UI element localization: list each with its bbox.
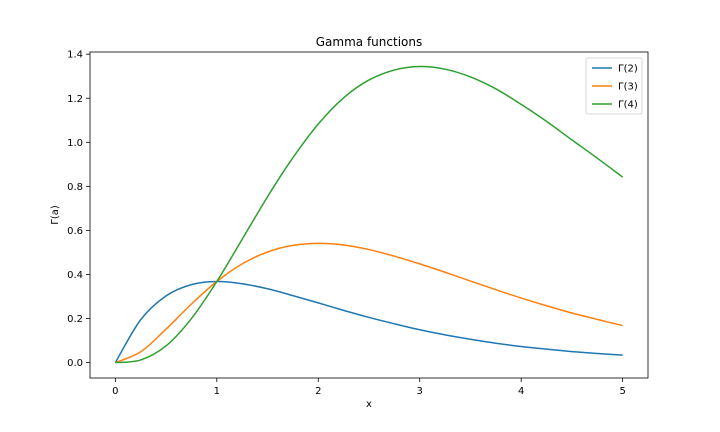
y-tick-label: 0.4 [67, 270, 83, 281]
y-tick-label: 1.2 [67, 94, 83, 105]
x-tick-label: 2 [315, 386, 321, 397]
chart-title: Gamma functions [316, 35, 422, 49]
x-tick-label: 0 [112, 386, 118, 397]
legend-label: Γ(3) [618, 82, 638, 93]
series-layer [114, 65, 624, 364]
y-tick-label: 0.0 [67, 358, 83, 369]
legend-frame [585, 57, 643, 115]
y-tick-label: 0.2 [67, 314, 83, 325]
plot-frame [89, 51, 649, 379]
x-tick-label: 3 [417, 386, 423, 397]
series-line-3 [115, 65, 624, 364]
y-tick-label: 1.4 [67, 50, 83, 61]
y-axis-ticks: 0.0 0.2 0.4 0.6 0.8 1.0 1.2 1.4 [67, 50, 90, 369]
y-tick-label: 0.8 [67, 182, 83, 193]
y-axis-label: Γ(a) [50, 205, 61, 225]
x-axis-label: x [366, 399, 372, 410]
y-tick-label: 1.0 [67, 138, 83, 149]
x-tick-label: 4 [518, 386, 524, 397]
y-tick-label: 0.6 [67, 226, 83, 237]
legend-label: Γ(4) [618, 100, 638, 111]
series-line-2 [115, 242, 623, 364]
legend-label: Γ(2) [618, 64, 638, 75]
series-line-1 [114, 280, 623, 363]
x-axis-ticks: 0 1 2 3 4 5 [112, 378, 626, 397]
legend: Γ(2) Γ(3) Γ(4) [585, 57, 643, 115]
x-tick-label: 1 [214, 386, 220, 397]
x-tick-label: 5 [619, 386, 625, 397]
